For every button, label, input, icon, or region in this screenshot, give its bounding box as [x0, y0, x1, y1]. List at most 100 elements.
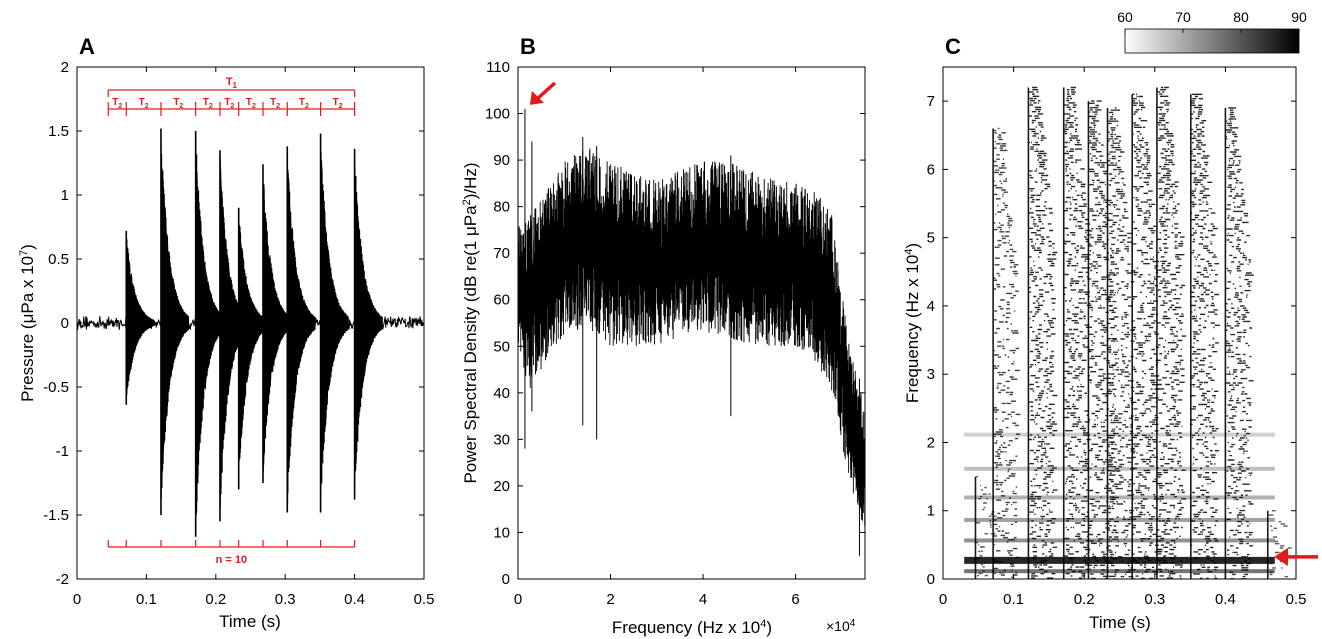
panel-c-y-tick-label: 5: [927, 230, 935, 247]
panel-b-multiplier-exponent: 4: [850, 618, 856, 629]
colorbar-tick-label: 90: [1291, 9, 1307, 25]
panel-c-y-tick-label: 3: [927, 366, 935, 383]
panel-b-multiplier-main: ×10: [826, 618, 850, 634]
colorbar-tick-label: 80: [1233, 9, 1249, 25]
panel-a-t2-label: T2: [333, 97, 343, 110]
panel-label-a: A: [79, 34, 95, 59]
panel-c-harmonic-band: [964, 556, 1275, 564]
panel-a-x-tick-label: 0.5: [414, 591, 435, 608]
panel-b-axis-multiplier: ×104: [826, 618, 856, 635]
panel-c-harmonic-band: [964, 432, 1275, 437]
panel-c-pulse-column: [1027, 86, 1058, 579]
panel-a-t2-subscript: 2: [118, 103, 122, 110]
colorbar-tick-label: 70: [1175, 9, 1191, 25]
colorbar-tick-label: 60: [1117, 9, 1133, 25]
panel-a-x-tick-label: 0: [73, 591, 81, 608]
colorbar-ticks: 60 70 80 90: [1117, 9, 1307, 33]
panel-a-y-tick-label: 1.5: [48, 123, 69, 140]
panel-a-t2-label: T2: [246, 97, 256, 110]
panel-c-pulse-column: [1087, 100, 1117, 579]
panel-b-y-tick-label: 110: [486, 59, 510, 76]
panel-a-pulse-envelope: [125, 239, 155, 400]
panel-a-t2-label: T2: [173, 97, 183, 110]
panel-c-y-label-main: Frequency (Hz x 10: [903, 255, 922, 403]
panel-c-x-tick-label: 0.5: [1286, 591, 1307, 608]
panel-a-y-tick-label: 1: [61, 187, 69, 204]
panel-a-pulse: [286, 146, 316, 513]
panel-a-t2-subscript: 2: [339, 103, 343, 110]
panel-a-pulse-envelope: [354, 161, 383, 485]
panel-a-t2-label: T2: [299, 97, 309, 110]
panel-b-y-tick-label: 70: [493, 245, 510, 262]
panel-c-pulse-column: [1062, 86, 1093, 579]
panel-b-y-label-main: Power Spectral Density (dB re(1 μPa: [461, 205, 480, 484]
panel-c-x-tick-label: 0: [939, 591, 947, 608]
panel-a-x-ticks: 0 0.1 0.2 0.3 0.4 0.5: [73, 67, 435, 608]
panel-c-pulse-column: [1156, 86, 1187, 579]
panel-c-y-label-exponent: 4: [903, 249, 915, 255]
panel-b-y-tick-label: 50: [493, 338, 510, 355]
panel-c-harmonic-band: [964, 495, 1275, 500]
panel-a-t2-label: T2: [203, 97, 213, 110]
panel-c-harmonic-band: [964, 569, 1275, 574]
panel-a-x-tick-label: 0.3: [275, 591, 296, 608]
panel-c-pulse-column: [1266, 510, 1292, 579]
panel-c-pulse-texture: [1107, 107, 1136, 579]
panel-a-t2-subscript: 2: [179, 103, 183, 110]
panel-a-t1-subscript: 1: [233, 81, 238, 90]
panel-b-y-tick-label: 20: [493, 478, 510, 495]
panel-c-harmonic-band: [964, 466, 1275, 471]
panel-c-arrow-head: [1274, 547, 1288, 566]
panel-a-x-tick-label: 0.1: [136, 591, 157, 608]
panel-c-y-tick-label: 2: [927, 434, 935, 451]
panel-a-y-ticks: -2 -1.5 -1 -0.5 0 0.5 1 1.5 2: [43, 59, 424, 588]
panel-c-pulse-column: [1190, 93, 1220, 579]
panel-c-pulse-column: [1131, 93, 1162, 579]
panel-b-y-axis-label: Power Spectral Density (dB re(1 μPa2)/Hz…: [461, 162, 480, 483]
panel-c-y-tick-label: 1: [927, 503, 935, 520]
panel-c-y-axis-label: Frequency (Hz x 104): [903, 243, 922, 403]
panel-a-y-axis-label: Pressure (μPa x 107): [18, 244, 37, 402]
colorbar: 60 70 80 90: [1117, 9, 1307, 54]
panel-a-pulse: [353, 148, 383, 500]
panel-a-t2-subscript: 2: [145, 103, 149, 110]
panel-b-peak-arrow: [529, 81, 557, 105]
panel-c-harmonic-band: [964, 517, 1275, 522]
panel-c-x-tick-label: 0.3: [1144, 591, 1165, 608]
panel-a-pulse: [319, 133, 349, 513]
panel-b-plot-area: [518, 108, 865, 556]
panel-a-y-tick-label: 2: [61, 59, 69, 76]
colorbar-gradient: [1124, 28, 1300, 54]
panel-b-y-tick-label: 10: [493, 524, 510, 541]
panel-b-x-label-main: Frequency (Hz x 10: [612, 618, 760, 637]
panel-c-spectrogram: 0 0.1 0.2 0.3 0.4 0.5 0 1 2 3 4 5 6 7 Time (s) Frequ…: [903, 9, 1318, 632]
panel-a-t1-label: T1: [226, 76, 238, 90]
panel-c-y-tick-label: 0: [927, 571, 935, 588]
panel-c-x-axis-label: Time (s): [1089, 613, 1151, 632]
panel-c-axes-box: [942, 66, 1297, 580]
panel-c-x-ticks: 0 0.1 0.2 0.3 0.4 0.5: [939, 67, 1307, 608]
panel-b-y-label-suffix: )/Hz): [461, 162, 480, 199]
panel-a-y-tick-label: -1: [56, 443, 69, 460]
panel-a-x-axis-label: Time (s): [219, 612, 281, 631]
panel-a-t2-label: T2: [270, 97, 280, 110]
panel-a-y-tick-label: 0: [61, 315, 69, 332]
panel-a-pulse-envelope: [195, 154, 224, 526]
panel-a-pulse-envelope: [160, 146, 190, 499]
panel-c-pulse-texture: [1225, 107, 1254, 579]
panel-c-y-label-suffix: ): [903, 243, 922, 249]
panel-b-x-ticks: 0 2 4 6: [514, 67, 800, 608]
panel-c-pulse-texture: [975, 475, 999, 577]
panel-b-y-tick-label: 100: [485, 106, 510, 123]
panel-b-x-tick-label: 2: [606, 591, 614, 608]
panel-a-waveform: T1 T2 T2 T2 T2 T2 T2 T2 T2 T2 n = 10 0 0.1 0.2 0.3 0.4…: [18, 59, 434, 631]
panel-a-pulse: [194, 131, 224, 537]
panel-c-pulse-column: [1106, 107, 1136, 579]
panel-b-y-label-exponent: 2: [461, 199, 473, 205]
panel-b-x-tick-label: 0: [514, 591, 522, 608]
panel-c-y-tick-label: 4: [927, 298, 935, 315]
panel-a-y-label-exponent: 7: [18, 250, 30, 256]
panel-label-b: B: [520, 34, 536, 59]
panel-b-spectrum-trace: [518, 148, 865, 526]
panel-a-y-label-main: Pressure (μPa x 10: [18, 256, 37, 402]
